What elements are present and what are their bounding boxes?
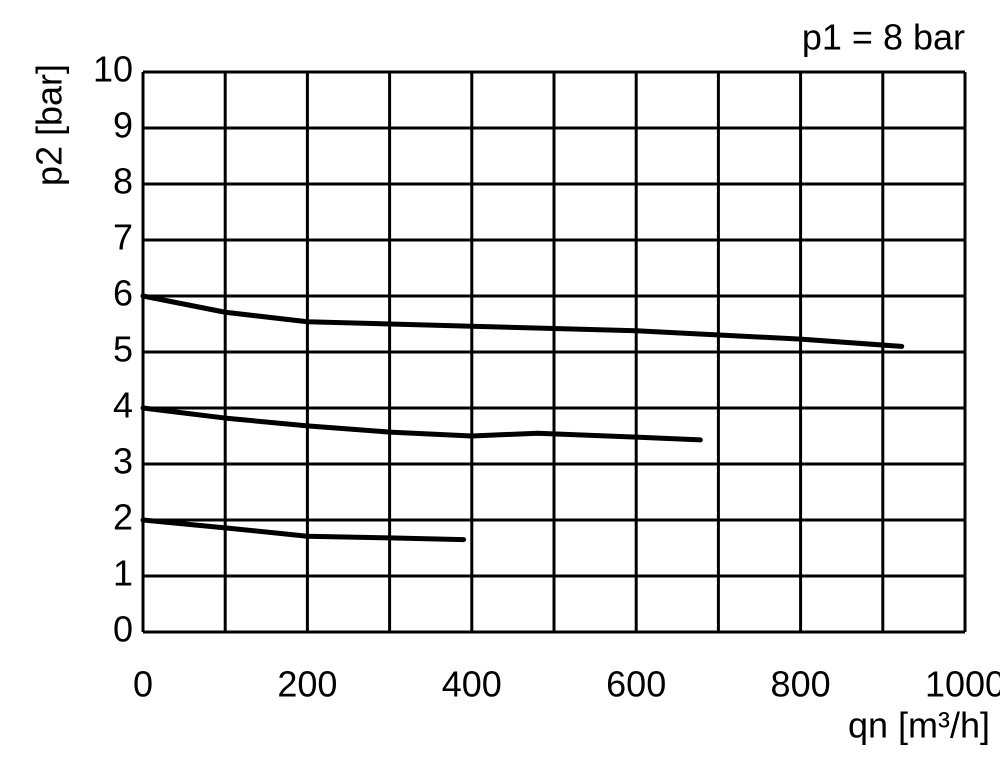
x-tick-label: 800: [771, 664, 831, 705]
x-axis-label: qn [m³/h]: [848, 705, 990, 746]
x-tick-label: 1000: [925, 664, 1000, 705]
y-tick-label: 1: [113, 553, 133, 594]
y-tick-label: 5: [113, 329, 133, 370]
x-tick-label: 400: [442, 664, 502, 705]
data-line: [140, 405, 703, 443]
y-tick-label: 10: [93, 49, 133, 90]
y-tick-label: 7: [113, 217, 133, 258]
chart-title: p1 = 8 bar: [802, 17, 965, 58]
data-line: [140, 517, 467, 543]
y-tick-label: 3: [113, 441, 133, 482]
y-axis-label: p2 [bar]: [29, 64, 70, 186]
x-tick-label: 0: [133, 664, 153, 705]
y-tick-label: 4: [113, 385, 133, 426]
y-tick-label: 0: [113, 609, 133, 650]
data-line: [140, 293, 905, 349]
x-tick-label: 200: [277, 664, 337, 705]
y-tick-label: 2: [113, 497, 133, 538]
x-tick-label: 600: [606, 664, 666, 705]
y-tick-label: 8: [113, 161, 133, 202]
y-tick-label: 6: [113, 273, 133, 314]
y-tick-label: 9: [113, 105, 133, 146]
